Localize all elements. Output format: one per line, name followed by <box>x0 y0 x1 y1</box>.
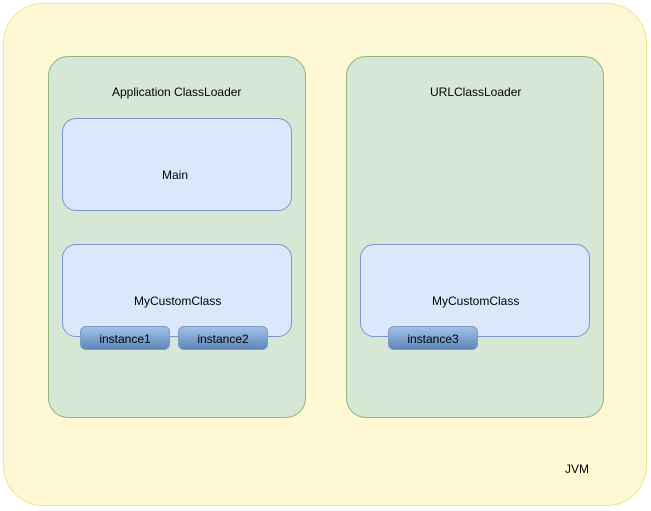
mycustomclass-left-label: MyCustomClass <box>134 294 221 308</box>
mycustomclass-right-box <box>360 244 590 337</box>
app-classloader-box <box>48 56 306 418</box>
jvm-label: JVM <box>565 462 589 476</box>
mycustomclass-right-label: MyCustomClass <box>432 294 519 308</box>
instance3-label: instance3 <box>389 327 477 351</box>
instance2-box: instance2 <box>178 326 268 350</box>
instance1-box: instance1 <box>80 326 170 350</box>
instance2-label: instance2 <box>179 327 267 351</box>
main-class-label: Main <box>162 168 188 182</box>
mycustomclass-left-box <box>62 244 292 337</box>
main-class-box <box>62 118 292 211</box>
instance3-box: instance3 <box>388 326 478 350</box>
url-classloader-box <box>346 56 604 418</box>
instance1-label: instance1 <box>81 327 169 351</box>
url-classloader-label: URLClassLoader <box>430 85 521 99</box>
app-classloader-label: Application ClassLoader <box>112 85 241 99</box>
